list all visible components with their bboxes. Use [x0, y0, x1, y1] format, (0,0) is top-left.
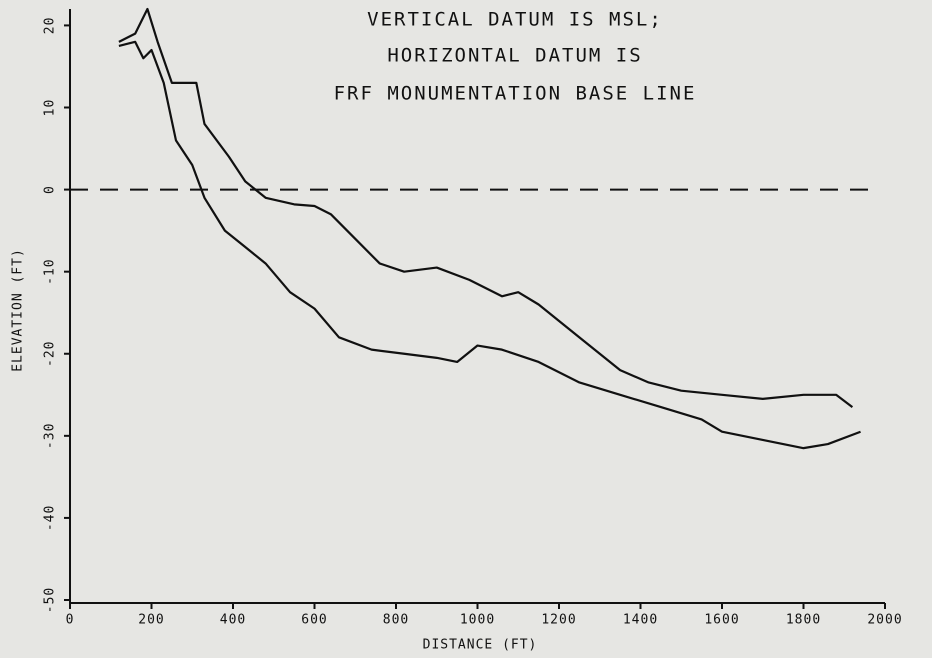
- title-line: FRF MONUMENTATION BASE LINE: [334, 83, 697, 105]
- y-tick-label: -20: [43, 341, 58, 367]
- y-tick-label: 0: [43, 185, 58, 194]
- x-tick-label: 600: [301, 613, 327, 628]
- x-tick-label: 200: [138, 613, 164, 628]
- y-tick-label: 20: [43, 17, 58, 35]
- x-tick-label: 2000: [867, 613, 902, 628]
- profile-line: [118, 7, 854, 408]
- x-tick-label: 0: [66, 613, 75, 628]
- x-axis-label: DISTANCE (FT): [423, 638, 538, 653]
- y-tick-label: -30: [43, 423, 58, 449]
- x-tick-label: 1600: [704, 613, 739, 628]
- y-tick-label: 10: [43, 99, 58, 117]
- x-tick-label: 1800: [786, 613, 821, 628]
- x-tick-label: 1200: [541, 613, 576, 628]
- profile-line: [118, 40, 861, 450]
- x-tick-label: 400: [220, 613, 246, 628]
- x-tick-label: 1400: [623, 613, 658, 628]
- y-axis-label: ELEVATION (FT): [11, 248, 26, 372]
- x-tick-label: 800: [383, 613, 409, 628]
- y-tick-label: -10: [43, 258, 58, 284]
- x-tick-label: 1000: [460, 613, 495, 628]
- y-tick-label: -40: [43, 505, 58, 531]
- title-line: VERTICAL DATUM IS MSL;: [367, 9, 663, 31]
- title-line: HORIZONTAL DATUM IS: [387, 45, 642, 67]
- y-tick-label: -50: [43, 587, 58, 613]
